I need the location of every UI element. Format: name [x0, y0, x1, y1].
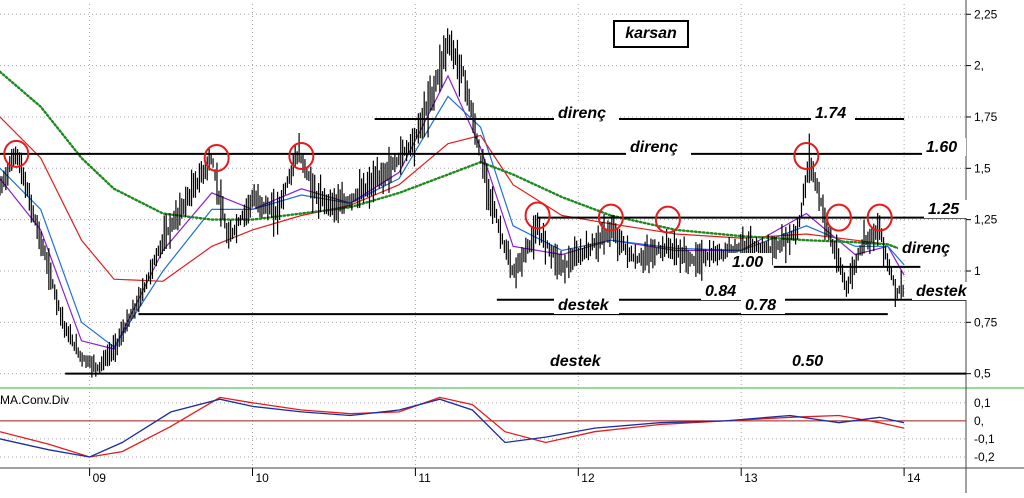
- highlight-circle: [597, 203, 624, 232]
- y-tick-label: 1,25: [974, 213, 998, 227]
- x-tick-label: 11: [418, 471, 431, 485]
- level-value-label: 1.00: [732, 254, 763, 271]
- moving-average-line: [0, 74, 905, 350]
- level-value-bg: [741, 296, 785, 314]
- level-label-bg: [626, 138, 691, 156]
- indicator-tick-label: 0,1: [974, 396, 991, 410]
- level-value-label: 1.60: [926, 139, 957, 156]
- highlight-circle: [866, 203, 893, 232]
- y-tick-label: 1: [974, 264, 981, 278]
- level-value-bg: [924, 200, 968, 218]
- highlight-circle: [288, 141, 315, 170]
- indicator-tick-label: -0,2: [974, 450, 995, 464]
- y-tick-label: 2,: [974, 59, 984, 73]
- x-tick-label: 12: [581, 471, 595, 485]
- highlight-circle: [825, 203, 852, 232]
- level-label-bg: [546, 352, 611, 370]
- level-name-label: destek: [916, 283, 968, 300]
- y-tick-label: 0,5: [974, 367, 991, 381]
- level-value-label: 1.74: [815, 105, 846, 122]
- y-tick-label: 0,75: [974, 315, 998, 329]
- macd-line: [0, 398, 905, 458]
- x-tick-label: 09: [93, 471, 107, 485]
- indicator-tick-label: 0,: [974, 414, 984, 428]
- level-value-label: 0.78: [745, 297, 776, 314]
- y-tick-label: 1,5: [974, 161, 991, 175]
- highlight-circle: [3, 139, 30, 168]
- y-tick-label: 2,25: [974, 7, 998, 21]
- level-label-bg: [554, 296, 619, 314]
- y-tick-label: 1,75: [974, 110, 998, 124]
- x-tick-label: 13: [744, 471, 758, 485]
- level-label-bg: [554, 104, 619, 122]
- level-value-label: 0.84: [705, 283, 736, 300]
- moving-average-line: [0, 95, 905, 348]
- level-value-label: 0.50: [792, 353, 823, 370]
- indicator-tick-label: -0,1: [974, 432, 995, 446]
- indicator-label: MA.Conv.Div: [0, 393, 70, 407]
- moving-average-line: [0, 116, 905, 282]
- highlight-circle: [524, 201, 551, 230]
- level-value-bg: [728, 253, 772, 271]
- level-label-bg: [912, 282, 977, 300]
- level-name-label: direnç: [558, 105, 606, 122]
- level-label-bg: [898, 239, 963, 257]
- chart-title: karsan: [613, 20, 689, 48]
- highlight-circle: [654, 205, 681, 234]
- level-value-bg: [922, 138, 966, 156]
- level-value-bg: [811, 104, 855, 122]
- x-tick-label: 14: [907, 471, 921, 485]
- moving-average-dotted: [0, 70, 906, 252]
- highlight-circle: [203, 144, 230, 173]
- level-name-label: destek: [550, 353, 602, 370]
- level-name-label: direnç: [902, 240, 950, 257]
- x-tick-label: 10: [255, 471, 269, 485]
- level-name-label: direnç: [630, 139, 678, 156]
- level-value-bg: [788, 352, 832, 370]
- level-value-label: 1.25: [928, 201, 960, 218]
- level-name-label: destek: [558, 297, 610, 314]
- highlight-circle: [793, 141, 820, 170]
- level-value-bg: [701, 282, 745, 300]
- macd-signal-line: [0, 396, 905, 458]
